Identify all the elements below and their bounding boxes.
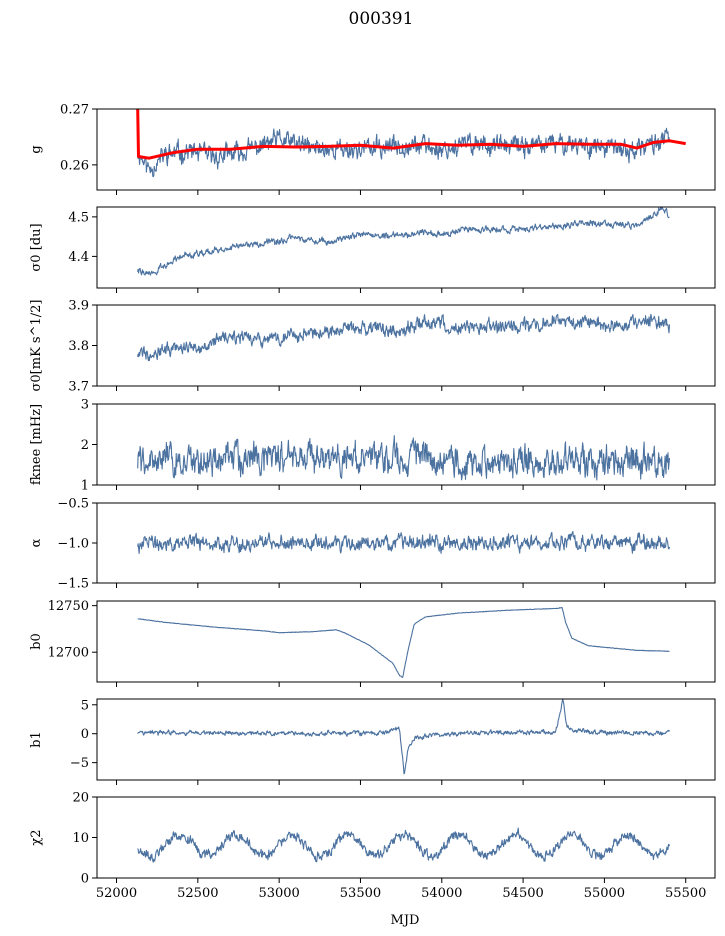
y-tick-label-sigma0_du: 4.5 [68,210,89,225]
y-axis-label-g: g [29,145,44,153]
y-tick-label-chi2: 20 [72,791,89,806]
series-b1-line [137,699,670,775]
y-tick-label-chi2: 10 [72,831,89,846]
axes-frame-g [96,108,716,191]
y-tick-label-chi2: 0 [81,872,89,887]
series-alpha-line [137,530,671,555]
y-tick-label-g: 0.27 [60,103,89,118]
x-tick-label: 54000 [421,886,462,901]
y-axis-label-b1: b1 [29,731,44,748]
y-axis-label-b0: b0 [29,633,44,650]
y-tick-label-b0: 12750 [48,599,89,614]
x-tick-label: 53500 [340,886,381,901]
x-axis-label: MJD [391,913,420,928]
panel-alpha: −1.5 −1.0 −0.5 α [29,497,716,592]
y-axis-label-sigma0_du: σ0 [du] [29,223,44,271]
y-tick-label-b1: −5 [70,756,89,771]
y-tick-label-sigma0_mk: 3.8 [68,339,89,354]
x-tick-label: 54500 [502,886,543,901]
x-tick-label: 55000 [584,886,625,901]
series-b0-line [137,607,670,678]
y-axis-label-chi2: χ2 [29,829,44,845]
axes-frame-b0 [96,600,716,683]
y-tick-label-b1: 0 [81,727,89,742]
panel-b0: 12700 12750 b0 [29,599,716,687]
panel-g: 0.26 0.27 g [29,103,716,195]
panel-sigma0_mk: 3.7 3.8 3.9 σ0[mK s^1/2] [29,299,716,395]
series-sigma0_mk-line [137,313,671,362]
panel-sigma0_du: 4.4 4.5 σ0 [du] [29,206,716,293]
y-tick-label-alpha: −1.5 [57,577,89,592]
panels: 0.26 0.27 g 4.4 4.5 σ0 [du] 3.7 3.8 3.9 σ0[mK s^1… [29,103,716,901]
y-tick-label-sigma0_mk: 3.7 [68,380,89,395]
y-axis-label-fknee: fknee [mHz] [29,404,44,485]
series-sigma0_du-line [137,207,670,276]
y-tick-label-alpha: −1.0 [57,537,89,552]
x-tick-label: 53000 [258,886,299,901]
panel-chi2: 0 10 20 52000 52500 53000 53500 54000 54500 55000… [29,791,716,901]
axes-frame-sigma0_du [96,206,716,289]
y-tick-label-fknee: 2 [81,438,89,453]
axes-frame-b1 [96,698,716,781]
y-axis-label-alpha: α [29,538,44,547]
y-tick-label-sigma0_du: 4.4 [68,250,89,265]
series-chi2-line [137,827,671,863]
series-fknee-line [137,435,671,481]
y-tick-label-b0: 12700 [48,646,89,661]
x-tick-label: 52000 [96,886,137,901]
y-tick-label-g: 0.26 [60,158,89,173]
y-tick-label-b1: 5 [81,698,89,713]
x-tick-label: 52500 [177,886,218,901]
y-tick-label-sigma0_mk: 3.9 [68,299,89,314]
y-tick-label-fknee: 3 [81,398,89,413]
series-g-line [137,127,671,178]
panel-fknee: 1 2 3 fknee [mHz] [29,398,716,494]
series-g-fit [136,109,686,160]
x-tick-label: 55500 [665,886,706,901]
panel-b1: −5 0 5 b1 [29,698,716,785]
y-axis-label-sigma0_mk: σ0[mK s^1/2] [29,300,44,392]
y-tick-label-fknee: 1 [81,479,89,494]
y-tick-label-alpha: −0.5 [57,497,89,512]
figure-title: 000391 [349,9,414,29]
